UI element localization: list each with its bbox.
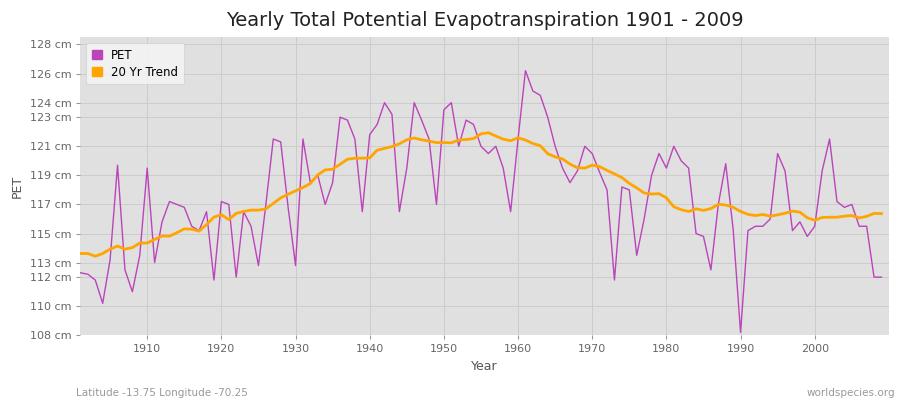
Text: worldspecies.org: worldspecies.org: [807, 388, 896, 398]
Title: Yearly Total Potential Evapotranspiration 1901 - 2009: Yearly Total Potential Evapotranspiratio…: [226, 11, 743, 30]
X-axis label: Year: Year: [472, 360, 498, 373]
Text: Latitude -13.75 Longitude -70.25: Latitude -13.75 Longitude -70.25: [76, 388, 248, 398]
Legend: PET, 20 Yr Trend: PET, 20 Yr Trend: [86, 43, 184, 84]
Y-axis label: PET: PET: [11, 175, 24, 198]
